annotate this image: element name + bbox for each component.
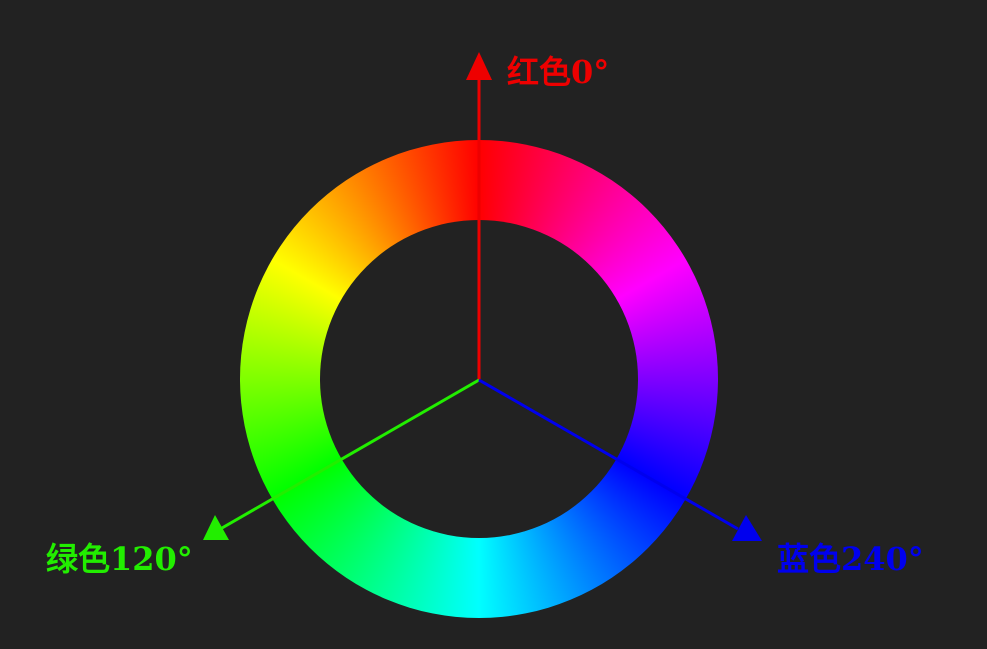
red-arrow-icon [466,52,492,80]
green-axis-line [221,378,480,530]
blue-axis-line [478,378,739,531]
blue-axis-label: 蓝色240° [777,540,924,578]
red-axis-label: 红色0° [507,53,610,91]
blue-arrow-icon [732,515,762,541]
green-arrow-icon [203,515,229,540]
green-axis-label: 绿色120° [46,540,193,578]
